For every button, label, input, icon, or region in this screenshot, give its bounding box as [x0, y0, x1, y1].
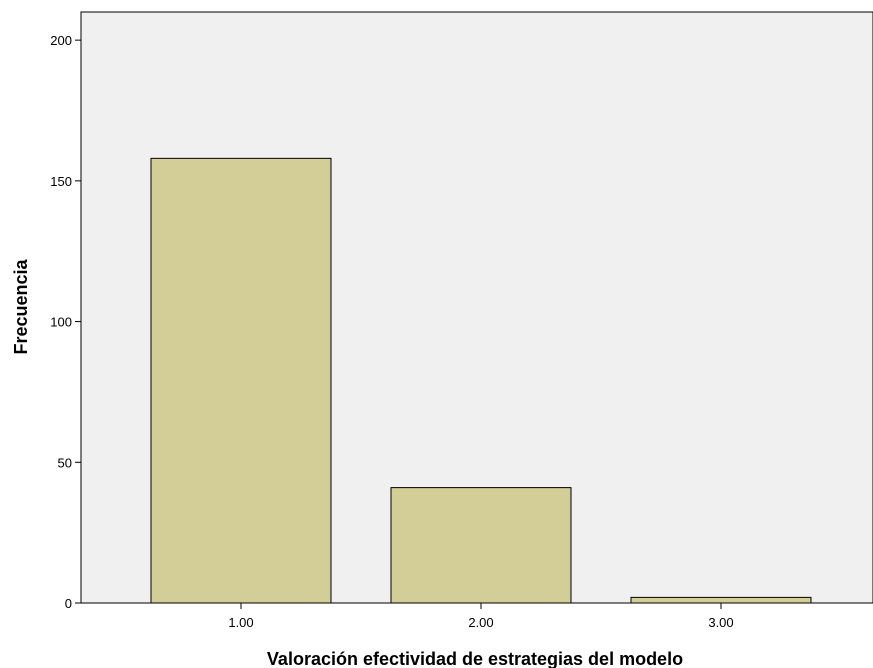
x-tick-label: 1.00: [228, 615, 253, 630]
y-axis: 0 50 100 150 200: [50, 33, 81, 611]
x-tick-label: 3.00: [708, 615, 733, 630]
x-tick-label: 2.00: [468, 615, 493, 630]
bars: [150, 157, 812, 604]
y-axis-title: Frecuencia: [11, 258, 31, 354]
y-tick-label: 50: [58, 455, 72, 470]
y-tick-label: 200: [50, 33, 72, 48]
bar: [630, 596, 812, 604]
bar: [390, 487, 572, 604]
y-tick-label: 150: [50, 174, 72, 189]
y-tick-label: 100: [50, 315, 72, 330]
y-tick-label: 0: [65, 596, 72, 611]
x-axis-title: Valoración efectividad de estrategias de…: [267, 649, 683, 668]
bar: [150, 157, 332, 604]
x-axis: 1.00 2.00 3.00: [228, 603, 734, 630]
